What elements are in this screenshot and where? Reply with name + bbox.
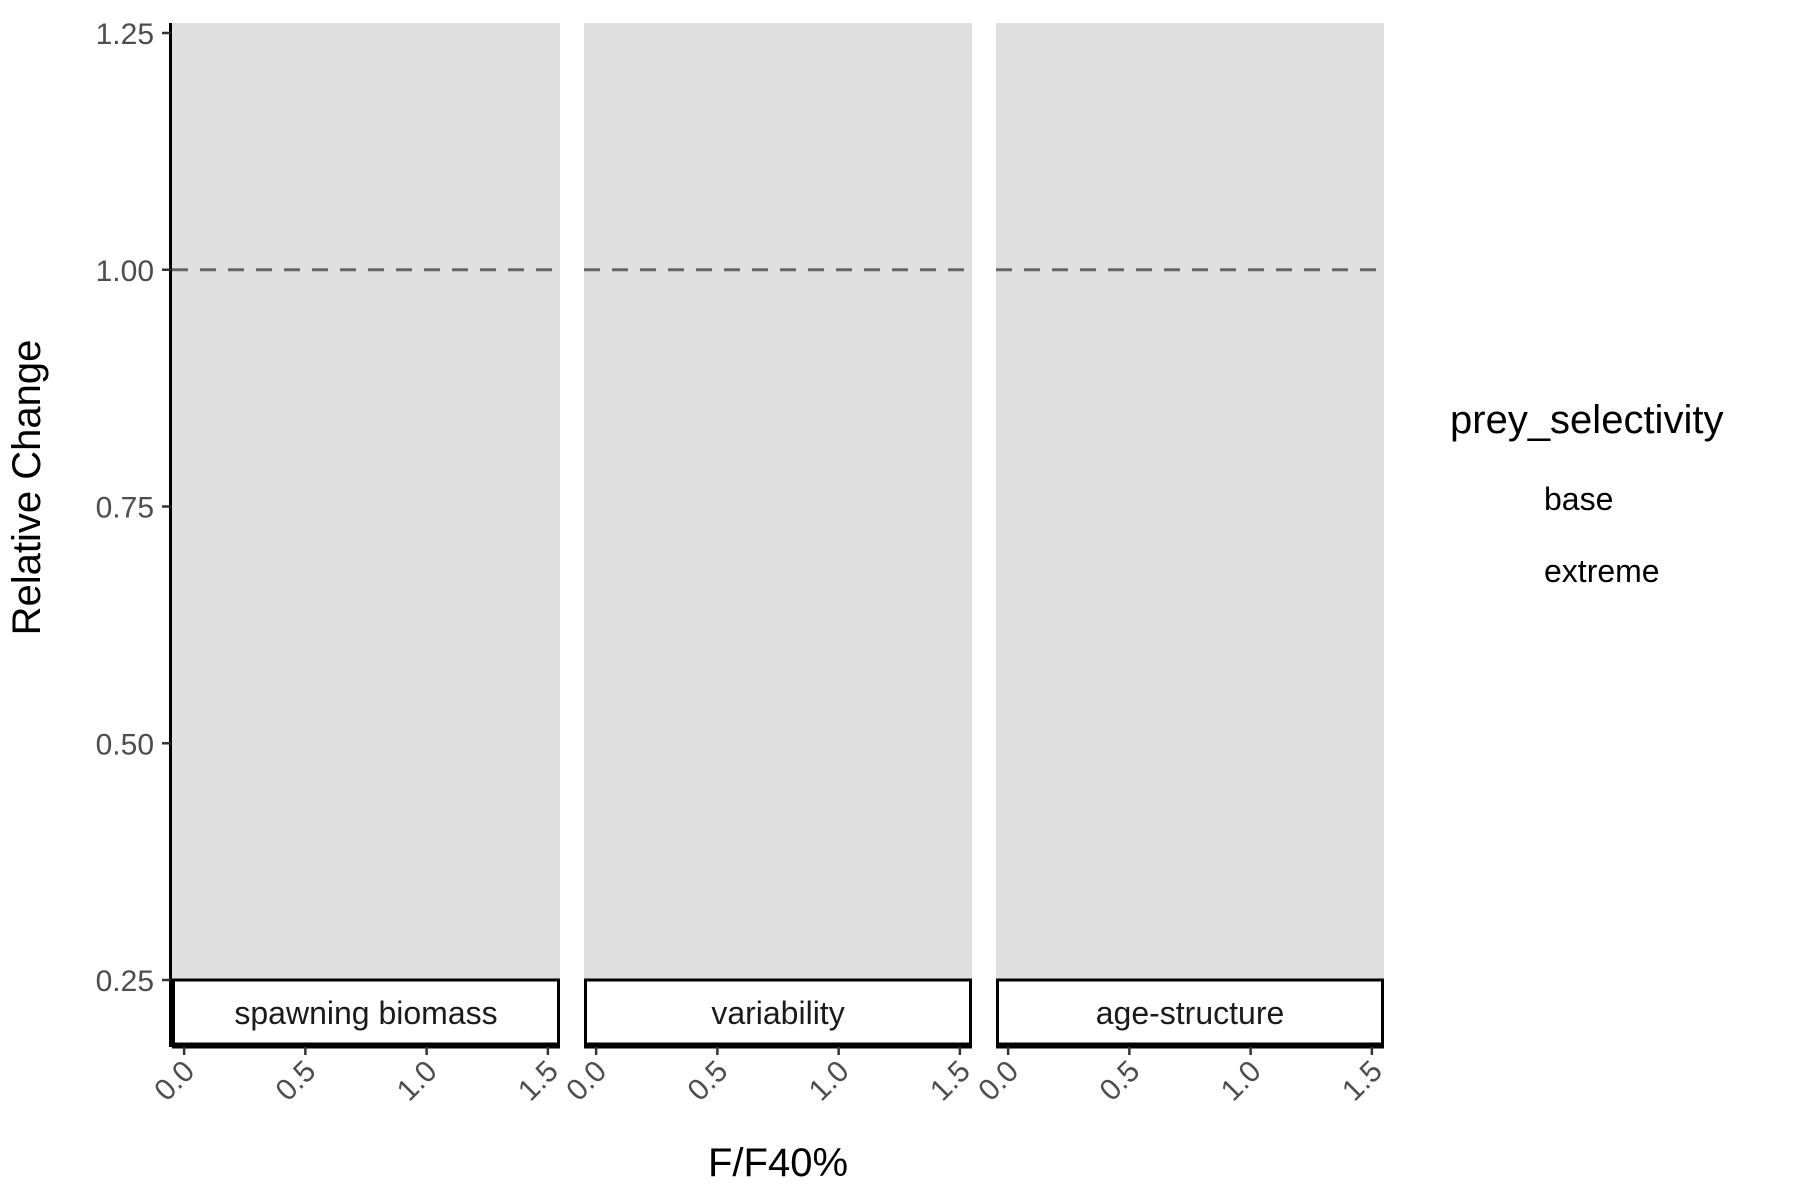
facet-panel: spawning biomass (172, 23, 560, 1046)
panel-background (996, 23, 1384, 980)
facet-strip (584, 978, 972, 1046)
y-tick-label: 0.75 (96, 492, 154, 525)
facet-strip (172, 978, 560, 1046)
facet-strip-label: age-structure (1096, 995, 1285, 1031)
facet-panels: spawning biomass variability age-structure (172, 23, 1384, 1046)
y-tick-label: 1.00 (96, 255, 154, 288)
legend-title: prey_selectivity (1450, 398, 1723, 442)
panel-background (172, 23, 560, 980)
x-axis-title: F/F40% (708, 1141, 848, 1185)
facet-strip (996, 978, 1384, 1046)
legend-entry-label: base (1544, 481, 1613, 517)
panel-background (584, 23, 972, 980)
facet-panel: age-structure (996, 23, 1384, 1046)
facet-panel: variability (584, 23, 972, 1046)
y-tick-label: 0.25 (96, 965, 154, 998)
y-axis-title: Relative Change (5, 340, 49, 636)
y-tick-label: 0.50 (96, 728, 154, 761)
y-tick-label: 1.25 (96, 18, 154, 51)
y-axis: 0.25 0.50 0.75 1.00 1.25 (96, 18, 172, 1047)
facet-strip-label: variability (711, 995, 844, 1031)
facet-strip-label: spawning biomass (234, 995, 497, 1031)
legend-entry-label: extreme (1544, 553, 1660, 589)
